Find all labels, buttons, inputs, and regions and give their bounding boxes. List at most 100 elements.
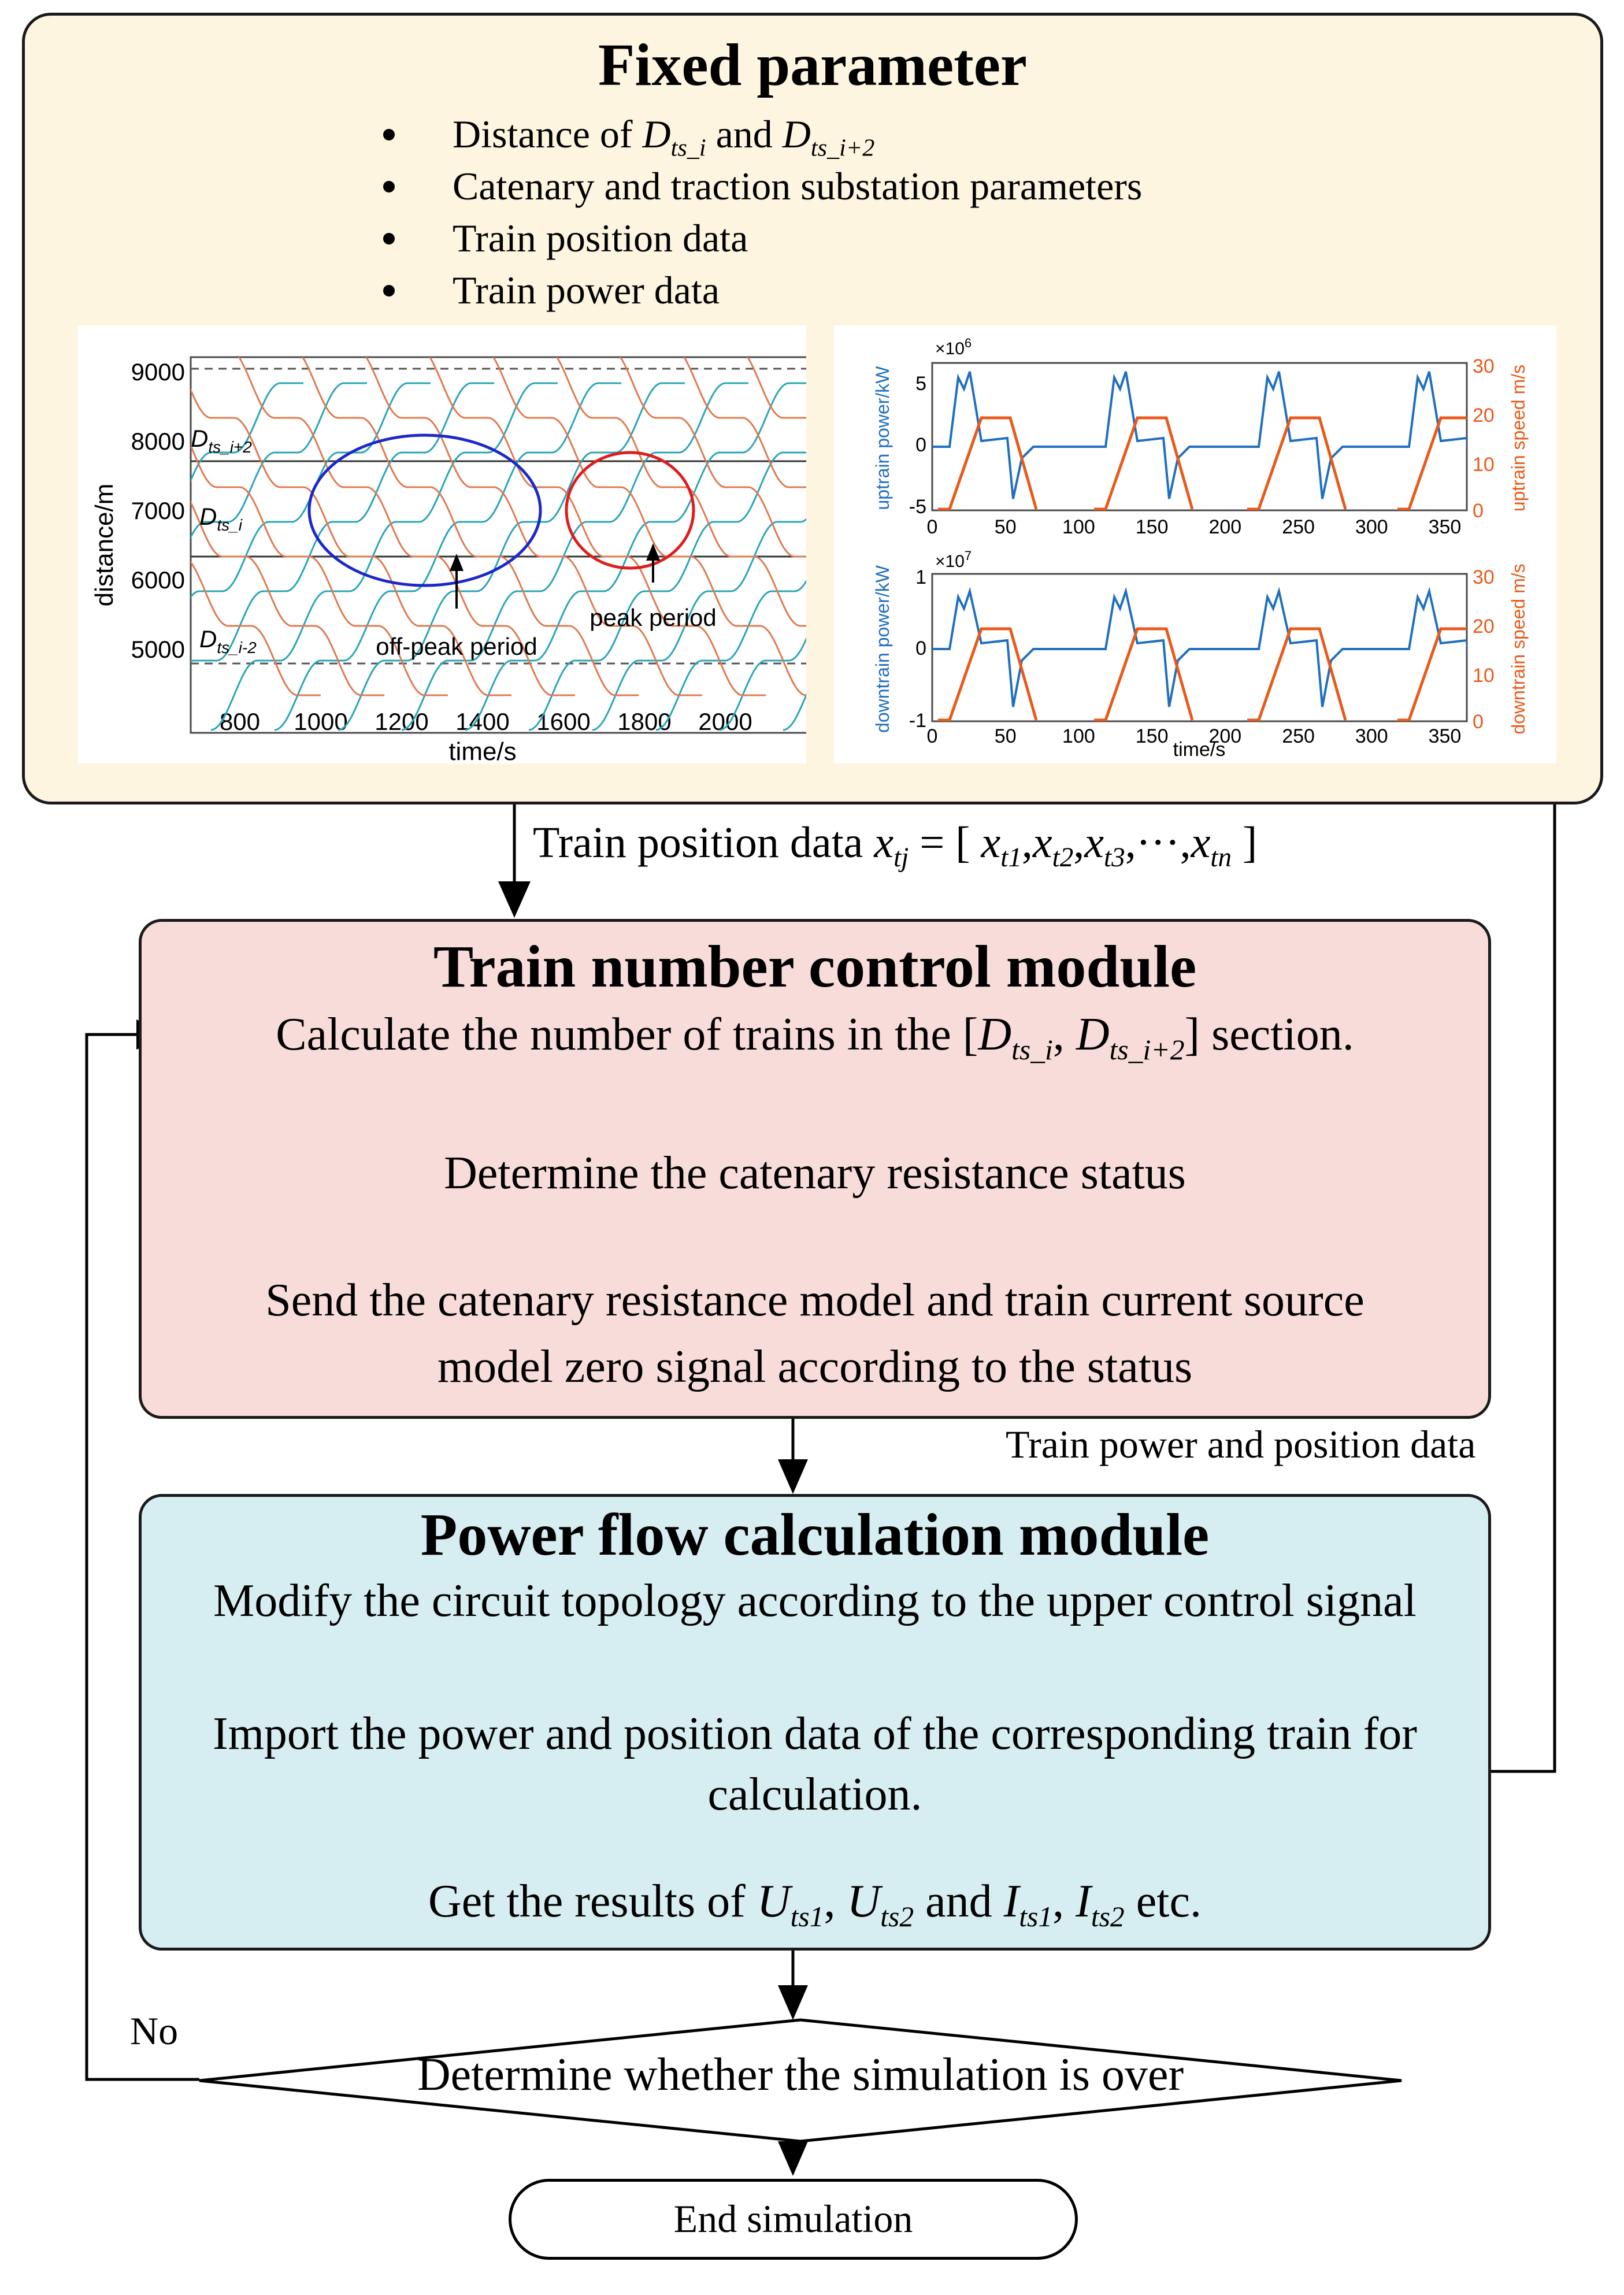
decision-shape bbox=[199, 2018, 1402, 2143]
downtrain-speed-line bbox=[938, 627, 1467, 721]
downtrain-curve bbox=[619, 357, 815, 558]
uptrain-curves bbox=[191, 382, 815, 731]
uptrain-curve bbox=[465, 382, 812, 731]
uptrain-curve bbox=[274, 382, 621, 731]
downtrain-curve bbox=[746, 357, 815, 425]
xtick-label: 250 bbox=[1282, 516, 1315, 538]
uptrain-speed-tick-30: 30 bbox=[1473, 355, 1495, 377]
xtick-label: 50 bbox=[995, 516, 1017, 538]
xtick-label: 350 bbox=[1429, 516, 1462, 538]
uptrain-curve bbox=[401, 382, 748, 731]
xlabel-time: time/s bbox=[448, 737, 516, 763]
uptrain-curve bbox=[191, 382, 431, 599]
xtick-label: 0 bbox=[927, 725, 938, 747]
train-step-calculate: Calculate the number of trains in the [D… bbox=[276, 1009, 1354, 1066]
offpeak-arrow-head-icon bbox=[450, 554, 464, 571]
decision-no-label: No bbox=[130, 2009, 179, 2053]
downtrain-curve bbox=[492, 357, 815, 696]
uptrain-speed-line bbox=[938, 416, 1467, 510]
uptrain-exponent: ×106 bbox=[935, 336, 972, 358]
power-speed-plots: ×106 5 0 -5 30 20 10 0 uptrain power/kW … bbox=[834, 325, 1556, 763]
uptrain-power-tick-0: 0 bbox=[915, 434, 926, 456]
power-step-modify: Modify the circuit topology according to… bbox=[213, 1575, 1417, 1626]
ytick-8000: 8000 bbox=[131, 428, 185, 455]
downtrain-curve bbox=[365, 357, 702, 696]
ytick-9000: 9000 bbox=[131, 358, 185, 385]
arrow-feedback-no bbox=[85, 1033, 199, 2081]
end-simulation-terminator: End simulation bbox=[509, 2179, 1078, 2260]
train-diagram-plot: distance/m time/s 9000 8000 7000 6000 50… bbox=[78, 325, 816, 766]
downtrain-curves bbox=[191, 357, 815, 696]
fixed-parameter-box: Fixed parameter Distance of Dts_i and Dt… bbox=[22, 13, 1603, 804]
uptrain-curve bbox=[191, 382, 303, 483]
arrowhead-icon bbox=[778, 1985, 808, 2020]
uptrain-speed-tick-0: 0 bbox=[1473, 500, 1484, 522]
bullet-dot-icon bbox=[383, 233, 395, 244]
offpeak-ellipse bbox=[307, 433, 542, 587]
ylabel-distance: distance/m bbox=[90, 484, 118, 607]
xtick-label: 100 bbox=[1062, 725, 1095, 747]
downtrain-speed-label: downtrain speed m/s bbox=[1508, 563, 1529, 734]
downtrain-speed-tick-10: 10 bbox=[1473, 665, 1495, 687]
train-module-title: Train number control module bbox=[433, 933, 1197, 1000]
ytick-5000: 5000 bbox=[131, 636, 185, 663]
bullet-dot-icon bbox=[383, 181, 395, 192]
uptrain-speed-tick-20: 20 bbox=[1473, 405, 1495, 427]
downtrain-exponent: ×107 bbox=[935, 548, 972, 571]
peak-arrow-head-icon bbox=[646, 543, 660, 561]
xtick-label: 350 bbox=[1429, 725, 1462, 747]
train-diagram-annotations: Dts_i+2 Dts_i Dts_i-2 off-peak period pe… bbox=[191, 425, 717, 660]
power-flow-calculation-module: Power flow calculation module Modify the… bbox=[139, 1494, 1491, 1951]
arrowhead-icon bbox=[778, 1459, 808, 1494]
downtrain-subplot: ×107 1 0 -1 30 20 10 0 downtrain power/k… bbox=[872, 548, 1529, 761]
downtrain-speed-tick-30: 30 bbox=[1473, 566, 1495, 588]
power-plot-xlabel: time/s bbox=[1173, 739, 1226, 761]
train-step-send-line2: model zero signal according to the statu… bbox=[437, 1341, 1193, 1392]
bullet-dot-icon bbox=[383, 129, 395, 140]
xtick-label: 300 bbox=[1355, 516, 1388, 538]
uptrain-power-line bbox=[932, 371, 1467, 499]
uptrain-xticks: 0 50 100 150 200 250 300 350 bbox=[927, 516, 1462, 538]
xtick-label: 150 bbox=[1136, 725, 1169, 747]
downtrain-power-tick-neg1: -1 bbox=[909, 710, 926, 732]
downtrain-curve bbox=[428, 357, 766, 696]
xtick-label: 200 bbox=[1208, 725, 1241, 747]
xtick-label: 0 bbox=[927, 516, 938, 538]
downtrain-curve bbox=[191, 443, 448, 696]
downtrain-xticks: 0 50 100 150 200 250 300 350 bbox=[927, 725, 1462, 747]
peak-label: peak period bbox=[589, 604, 717, 631]
label-dts-i-minus2: Dts_i-2 bbox=[199, 625, 257, 657]
uptrain-subplot: ×106 5 0 -5 30 20 10 0 uptrain power/kW … bbox=[872, 336, 1529, 538]
train-diagram-axes: distance/m time/s 9000 8000 7000 6000 50… bbox=[90, 356, 816, 766]
downtrain-curve bbox=[191, 561, 321, 696]
downtrain-curve bbox=[191, 500, 384, 696]
xtick-label: 250 bbox=[1282, 725, 1315, 747]
xtick-label: 200 bbox=[1208, 516, 1241, 538]
decision-diamond bbox=[199, 2018, 1402, 2143]
uptrain-curve bbox=[655, 561, 815, 731]
downtrain-curve bbox=[683, 357, 815, 489]
bullet-distance: Distance of Dts_i and Dts_i+2 bbox=[383, 108, 1142, 162]
downtrain-speed-tick-0: 0 bbox=[1473, 711, 1484, 733]
bullet-train-position: Train position data bbox=[383, 212, 1142, 264]
arrowhead-icon bbox=[498, 881, 531, 918]
xtick-2000: 2000 bbox=[698, 708, 752, 735]
train-power-position-label: Train power and position data bbox=[1006, 1422, 1476, 1466]
bullet-catenary: Catenary and traction substation paramet… bbox=[383, 160, 1142, 212]
power-step-import-line1: Import the power and position data of th… bbox=[213, 1708, 1417, 1759]
uptrain-curve bbox=[592, 505, 815, 731]
ytick-7000: 7000 bbox=[131, 497, 185, 524]
train-step-determine: Determine the catenary resistance status bbox=[444, 1148, 1186, 1199]
arrowhead-icon bbox=[778, 2141, 808, 2176]
downtrain-curve bbox=[238, 357, 575, 696]
downtrain-curve bbox=[191, 388, 511, 696]
train-diagram-svg: distance/m time/s 9000 8000 7000 6000 50… bbox=[90, 356, 816, 766]
uptrain-speed-tick-10: 10 bbox=[1473, 454, 1495, 476]
power-step-import-line2: calculation. bbox=[707, 1769, 922, 1820]
xtick-label: 300 bbox=[1355, 725, 1388, 747]
xtick-1800: 1800 bbox=[617, 708, 671, 735]
uptrain-power-label: uptrain power/kW bbox=[872, 366, 893, 510]
bullet-train-power: Train power data bbox=[383, 264, 1142, 316]
fixed-parameter-list: Distance of Dts_i and Dts_i+2 Catenary a… bbox=[383, 108, 1142, 316]
label-dts-i: Dts_i bbox=[199, 503, 243, 534]
